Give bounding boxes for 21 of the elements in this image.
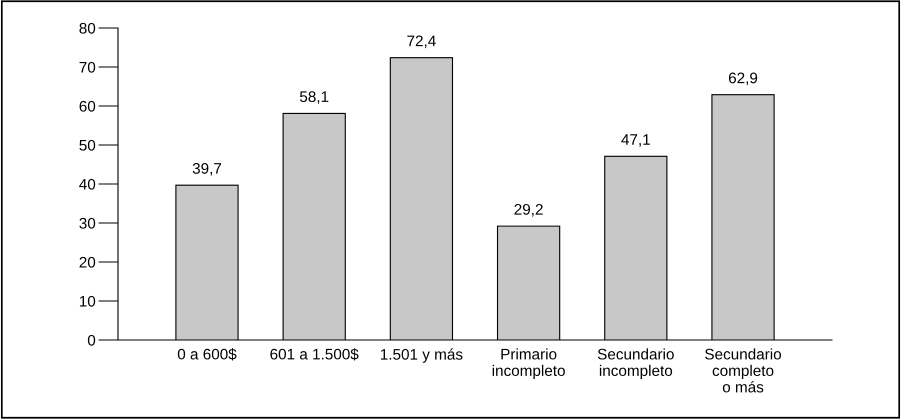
data-label: 58,1 [300,91,328,104]
y-tick-label: 0 [88,334,96,346]
x-tick-label: Secundario incompleto [598,348,674,380]
x-tick-label: Secundario completo o más [705,348,782,392]
y-tick-label: 40 [79,178,96,190]
data-label: 39,7 [192,163,222,176]
y-tick-label: 80 [79,22,96,34]
x-tick-label: 601 a 1.500$ [270,348,359,360]
data-label: 29,2 [514,204,543,217]
x-tick-label: 0 a 600$ [178,348,236,360]
x-tick-label: Primario incompleto [492,348,565,380]
data-label: 72,4 [407,35,436,48]
y-tick-label: 50 [79,140,96,151]
y-tick-label: 10 [80,296,96,307]
y-tick-label: 30 [79,218,96,229]
data-label: 62,9 [728,72,758,86]
y-tick-label: 70 [80,62,96,73]
y-tick-label: 60 [80,100,96,112]
data-label: 47,1 [621,134,650,147]
x-tick-label: 1.501 y más [380,348,462,363]
y-tick-label: 20 [80,256,96,268]
